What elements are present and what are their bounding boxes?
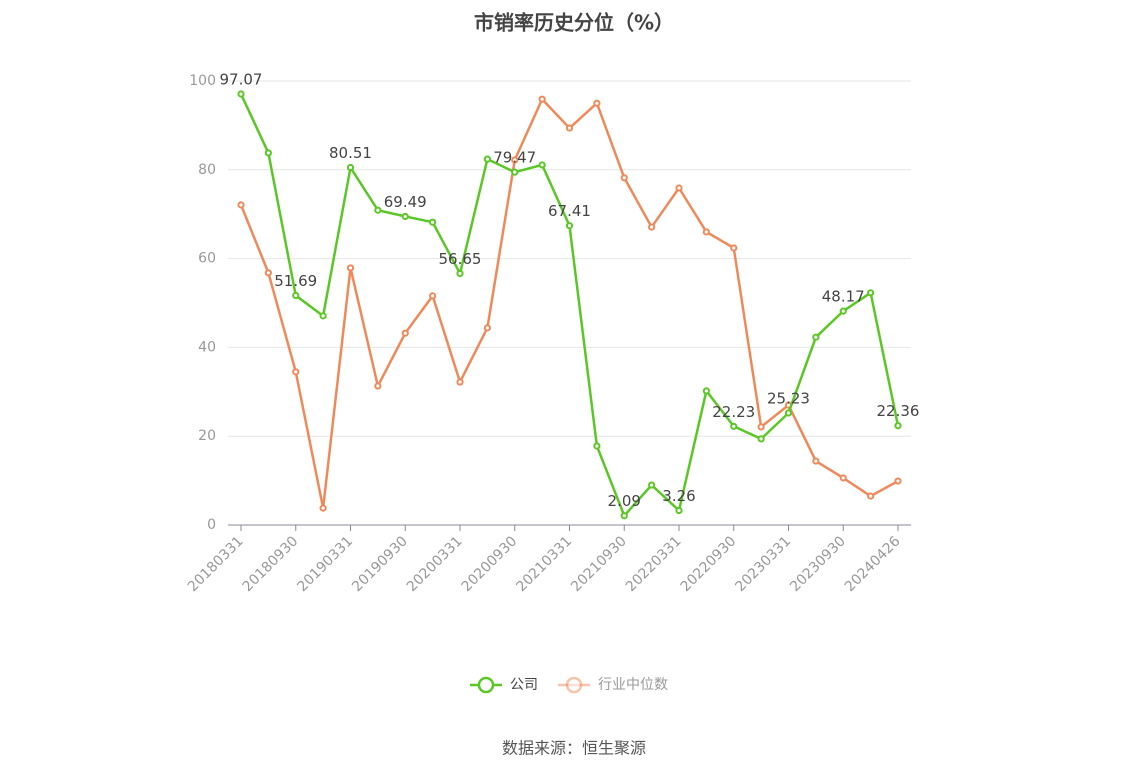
point (319, 504, 327, 512)
value-label: 80.51 (329, 144, 372, 162)
x-tick-label: 20230331 (732, 533, 794, 595)
legend-marker (477, 676, 495, 694)
point (839, 307, 847, 315)
y-tick-label: 80 (198, 162, 216, 178)
point (401, 212, 409, 221)
y-tick-label: 20 (198, 428, 216, 444)
point (648, 223, 656, 231)
value-label: 69.49 (384, 193, 427, 211)
point (264, 149, 272, 157)
point (292, 368, 300, 376)
value-label: 48.17 (822, 288, 865, 306)
point (867, 492, 875, 500)
value-label: 22.36 (877, 402, 920, 420)
point (565, 124, 574, 132)
point (456, 378, 464, 386)
point (839, 474, 847, 482)
point (730, 422, 738, 430)
point (565, 222, 574, 230)
value-label: 51.69 (274, 272, 317, 290)
point (702, 387, 710, 395)
point (593, 99, 601, 107)
source: 数据来源：恒生聚源 (502, 739, 646, 758)
value-label: 79.47 (493, 149, 536, 167)
point (483, 155, 491, 163)
point (292, 291, 300, 300)
point (429, 218, 437, 226)
point (511, 156, 519, 164)
x-tick-label: 20190930 (349, 533, 411, 595)
point (675, 184, 683, 192)
point (374, 382, 382, 390)
point (511, 168, 519, 176)
x-tick-label: 20220930 (678, 533, 740, 595)
point (237, 90, 245, 98)
point (894, 422, 902, 430)
point (757, 435, 765, 443)
x-tick-label: 20200930 (459, 533, 521, 595)
point (237, 201, 245, 209)
x-tick-label: 20190331 (294, 533, 356, 595)
point (867, 289, 875, 297)
point (429, 292, 437, 300)
point (319, 312, 327, 320)
point (374, 206, 382, 214)
legend-label: 公司 (510, 677, 538, 693)
x-tick-label: 20180930 (240, 533, 302, 595)
point (757, 423, 765, 431)
value-label: 3.26 (662, 487, 695, 505)
y-tick-label: 60 (198, 251, 216, 267)
point (730, 244, 738, 252)
x-tick-label: 20230930 (787, 533, 849, 595)
x-tick-label: 20200331 (404, 533, 466, 595)
point (456, 269, 464, 278)
point (702, 228, 710, 236)
x-tick-label: 20220331 (623, 533, 685, 595)
value-label: 22.23 (712, 403, 755, 421)
point (346, 264, 355, 272)
x-tick-label: 20240426 (842, 533, 904, 595)
point (538, 95, 546, 103)
x-tick-label: 20180331 (185, 533, 247, 595)
value-label: 25.23 (767, 389, 810, 407)
value-label: 67.41 (548, 202, 591, 220)
value-label: 56.65 (439, 250, 482, 268)
value-label: 2.09 (608, 492, 641, 510)
point (620, 512, 628, 520)
y-tick-label: 0 (207, 517, 216, 533)
x-tick-label: 20210331 (513, 533, 575, 595)
point (620, 174, 628, 182)
y-tick-label: 100 (189, 73, 216, 89)
point (812, 333, 820, 341)
point (784, 409, 793, 417)
point (894, 477, 902, 485)
point (264, 269, 272, 277)
point (483, 324, 491, 332)
chart-title: 市销率历史分位（%） (474, 11, 674, 35)
point (675, 506, 683, 515)
legend-label: 行业中位数 (598, 677, 668, 693)
y-tick-label: 40 (198, 339, 216, 355)
point (346, 163, 355, 172)
x-tick-label: 20210930 (568, 533, 630, 595)
point (812, 457, 820, 465)
point (648, 481, 656, 489)
point (401, 329, 409, 337)
value-label: 97.07 (220, 71, 263, 89)
legend-marker (565, 676, 583, 694)
point (538, 161, 546, 169)
point (593, 442, 601, 450)
